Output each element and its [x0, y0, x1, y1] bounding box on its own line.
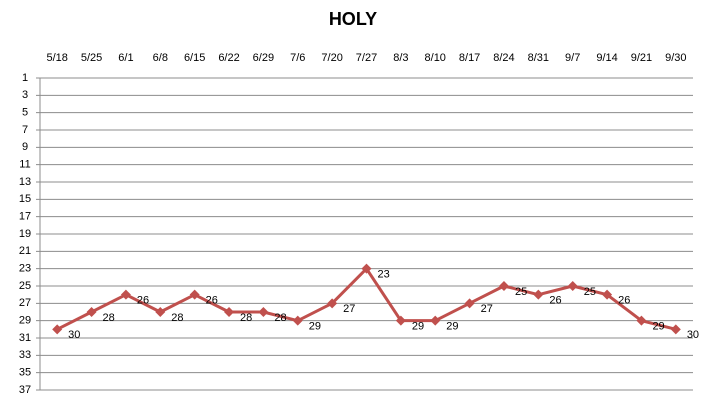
- y-tick-label: 35: [19, 367, 31, 379]
- y-tick-label: 31: [19, 332, 31, 344]
- y-tick-label: 15: [19, 193, 31, 205]
- chart-title: HOLY: [329, 9, 377, 29]
- y-tick-label: 23: [19, 263, 31, 275]
- marker: [258, 307, 269, 317]
- x-tick-label: 9/21: [631, 52, 652, 64]
- data-label: 28: [171, 312, 183, 324]
- marker: [327, 298, 338, 309]
- x-tick-label: 7/27: [356, 52, 377, 64]
- y-tick-label: 29: [19, 315, 31, 327]
- data-label: 23: [378, 269, 390, 281]
- marker: [52, 324, 63, 335]
- y-tick-label: 5: [22, 107, 28, 119]
- marker: [498, 281, 509, 291]
- x-tick-label: 7/20: [321, 52, 342, 64]
- data-label: 28: [103, 312, 115, 324]
- data-label: 29: [652, 321, 664, 333]
- marker: [430, 315, 441, 326]
- y-tick-label: 1: [22, 72, 28, 84]
- x-tick-label: 6/8: [153, 52, 168, 64]
- x-tick-label: 6/15: [184, 52, 205, 64]
- marker: [533, 289, 544, 300]
- data-label: 26: [618, 295, 630, 307]
- marker: [224, 307, 235, 317]
- marker: [120, 289, 131, 300]
- x-tick-label: 8/10: [425, 52, 446, 64]
- data-label: 25: [584, 286, 596, 298]
- x-tick-label: 7/6: [290, 52, 305, 64]
- y-tick-label: 17: [19, 211, 31, 223]
- x-tick-label: 9/14: [596, 52, 617, 64]
- marker: [670, 324, 681, 335]
- data-label: 29: [446, 321, 458, 333]
- marker: [189, 289, 200, 300]
- x-tick-label: 9/30: [665, 52, 686, 64]
- marker: [86, 307, 97, 317]
- data-label: 28: [274, 312, 286, 324]
- y-tick-label: 33: [19, 349, 31, 361]
- y-tick-label: 19: [19, 228, 31, 240]
- data-label: 30: [68, 329, 80, 341]
- marker: [464, 298, 475, 309]
- y-tick-label: 27: [19, 297, 31, 309]
- data-label: 25: [515, 286, 527, 298]
- marker: [602, 289, 613, 300]
- data-label: 30: [687, 329, 699, 341]
- marker: [567, 281, 578, 291]
- data-label: 27: [343, 303, 355, 315]
- y-tick-label: 7: [22, 124, 28, 136]
- data-label: 27: [481, 303, 493, 315]
- y-tick-label: 37: [19, 384, 31, 396]
- x-tick-label: 9/7: [565, 52, 580, 64]
- x-tick-label: 8/3: [393, 52, 408, 64]
- x-tick-label: 8/31: [528, 52, 549, 64]
- x-tick-label: 8/24: [493, 52, 514, 64]
- data-label: 26: [137, 295, 149, 307]
- x-tick-label: 6/29: [253, 52, 274, 64]
- x-tick-label: 6/1: [118, 52, 133, 64]
- y-tick-label: 11: [19, 159, 30, 171]
- y-tick-label: 9: [22, 141, 28, 153]
- x-tick-label: 5/18: [46, 52, 67, 64]
- x-tick-label: 8/17: [459, 52, 480, 64]
- y-tick-label: 3: [22, 89, 28, 101]
- data-label: 29: [412, 321, 424, 333]
- data-label: 29: [309, 321, 321, 333]
- y-tick-label: 13: [19, 176, 31, 188]
- y-tick-label: 21: [19, 245, 31, 257]
- x-tick-label: 5/25: [81, 52, 102, 64]
- marker: [155, 307, 166, 317]
- data-label: 26: [206, 295, 218, 307]
- data-label: 28: [240, 312, 252, 324]
- marker: [395, 315, 406, 326]
- data-label: 26: [549, 295, 561, 307]
- marker: [361, 263, 372, 274]
- marker: [292, 315, 303, 326]
- y-tick-label: 25: [19, 280, 31, 292]
- marker: [636, 315, 647, 326]
- x-tick-label: 6/22: [218, 52, 239, 64]
